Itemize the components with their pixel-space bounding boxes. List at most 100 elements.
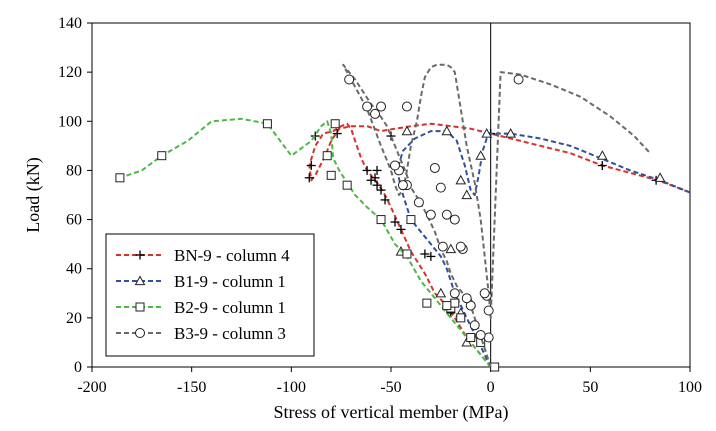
series-4-point-22 [435,182,446,193]
series-3-point-16 [157,151,167,161]
series-4-point-5 [469,320,480,331]
series-1-point-6 [380,195,390,205]
x-tick-label: -150 [177,379,206,396]
series-2-point-7 [441,125,453,136]
legend-item-3: B2-9 - column 1 [116,298,286,317]
series-4-point-14 [389,160,400,171]
series-4-line [342,63,651,368]
series-3-point-14 [322,151,332,161]
series-4-point-4 [475,330,486,341]
series-1-point-8 [372,180,382,190]
series-layer [115,63,691,372]
x-tick-label: -50 [380,379,401,396]
series-1-point-11 [362,165,372,175]
legend-item-2: B1-9 - column 1 [116,272,286,291]
legend-label: BN-9 - column 4 [174,246,290,265]
series-1-point-16 [372,165,382,175]
series-2-point-9 [461,189,473,200]
series-3-point-0 [490,362,500,372]
x-axis-ticks: -200 -150 -100 -50 0 50 100 [77,367,702,396]
series-4-point-10 [425,209,436,220]
y-tick-label: 80 [66,162,82,179]
series-3-point-3 [456,313,466,323]
series-4-point-17 [344,74,355,85]
x-axis-title: Stress of vertical member (MPa) [274,402,509,423]
series-1-line [308,122,691,368]
x-tick-label: 100 [678,379,702,396]
series-1 [304,122,691,368]
series-2-point-13 [596,150,608,160]
x-tick-label: -200 [77,379,106,396]
series-1-point-3 [420,249,430,259]
series-1-point-19 [597,161,607,171]
series-3-point-7 [422,298,432,308]
series-3-point-8 [402,249,412,259]
legend-item-1: BN-9 - column 4 [116,246,290,265]
series-4-point-15 [370,108,381,119]
series-1-point-5 [390,217,400,227]
series-2-point-8 [455,174,467,185]
series-1-point-17 [386,131,396,141]
legend-marker-4-point-legend [135,328,145,338]
series-4 [342,63,651,368]
series-2-point-10 [475,150,487,160]
series-3-line [119,117,492,368]
y-tick-label: 140 [58,15,82,32]
series-1-point-10 [370,173,380,183]
series-1-point-7 [376,185,386,195]
series-4-point-24 [449,214,460,225]
legend-label: B2-9 - column 1 [174,298,286,317]
series-4-point-9 [437,241,448,252]
y-tick-label: 120 [58,64,82,81]
series-2-point-6 [401,125,413,136]
series-4-point-8 [449,288,460,299]
series-2-point-3 [435,287,447,298]
series-4-point-1 [483,305,494,316]
legend-label: B3-9 - column 3 [174,324,286,343]
series-4-point-21 [429,162,440,173]
series-1-point-9 [366,175,376,185]
series-1-point-15 [310,131,320,141]
y-tick-label: 100 [58,113,82,130]
series-2-point-11 [481,128,493,138]
series-1-point-4 [396,224,406,234]
series-3-point-9 [376,215,386,225]
series-3 [115,117,500,372]
series-3-point-5 [450,298,460,308]
series-4-point-20 [397,180,408,191]
legend-marker-2-point-legend [134,275,146,286]
series-1-point-13 [304,173,314,183]
series-3-point-2 [466,333,476,343]
x-tick-label: 0 [487,379,495,396]
series-3-point-12 [326,170,336,180]
series-4-point-26 [455,241,466,252]
legend-item-4: B3-9 - column 3 [116,324,286,343]
series-4-point-3 [479,288,490,299]
y-tick-label: 60 [66,212,82,229]
series-3-point-6 [442,301,452,311]
y-axis-title: Load (kN) [23,157,44,232]
series-2-point-4 [445,243,457,254]
legend-label: B1-9 - column 1 [174,272,286,291]
series-1-point-2 [426,251,436,261]
series-4-point-23 [441,209,452,220]
series-4-point-18 [376,101,387,112]
series-1-point-12 [306,161,316,171]
series-2-point-14 [654,172,666,182]
series-3-point-17 [115,173,125,183]
y-axis-ticks: 0 20 40 60 80 100 120 140 [58,15,92,376]
series-1-point-14 [332,129,342,139]
legend: BN-9 - column 4 B1-9 - column 1 B2-9 - col… [105,233,315,357]
legend-marker-3-point-legend [135,302,145,312]
legend-marker-1-point-legend [135,250,145,260]
y-tick-label: 20 [66,310,82,327]
y-tick-label: 0 [74,359,82,376]
series-4-point-27 [513,74,524,85]
series-4-point-16 [362,101,373,112]
y-tick-label: 40 [66,261,82,278]
series-3-point-11 [342,180,352,190]
series-3-point-15 [262,119,272,129]
series-4-point-7 [461,293,472,304]
x-tick-label: 50 [582,379,598,396]
